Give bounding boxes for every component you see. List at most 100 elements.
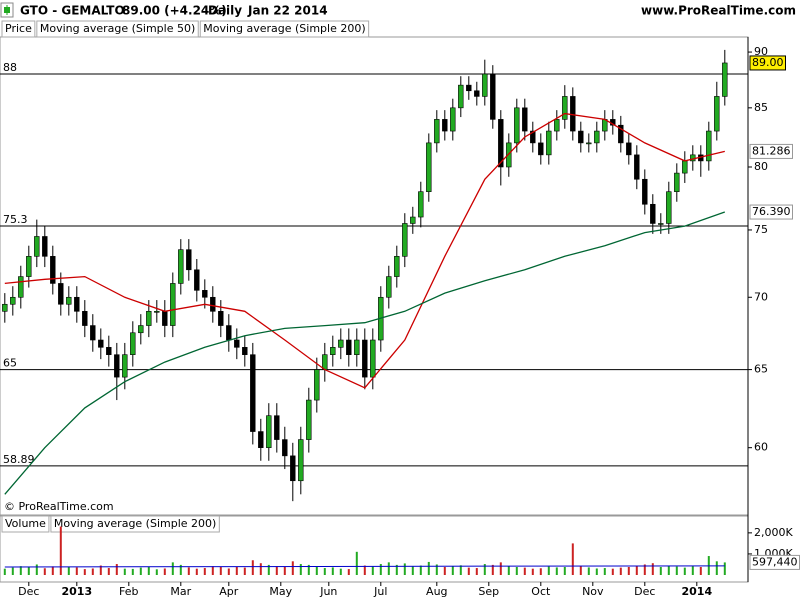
y-tick-label: 85 xyxy=(754,101,768,114)
ma-last: 76.390 xyxy=(752,205,791,218)
candle-body xyxy=(130,332,136,355)
period: Daily xyxy=(208,4,242,18)
candle-body xyxy=(346,339,352,355)
candle-body xyxy=(458,84,464,109)
candle-body xyxy=(338,339,344,348)
candle-body xyxy=(570,96,576,132)
x-tick-label: May xyxy=(269,585,292,598)
candle-body xyxy=(170,283,176,326)
candle-body xyxy=(474,90,480,97)
x-tick-label: Mar xyxy=(170,585,191,598)
legend-entry: Volume xyxy=(5,517,46,530)
candle-body xyxy=(106,347,112,355)
candle-body xyxy=(162,311,168,326)
candle-body xyxy=(410,216,416,224)
candle-body xyxy=(522,107,528,132)
candle-body xyxy=(314,369,320,401)
y-tick-label: 75 xyxy=(754,223,768,236)
candle-body xyxy=(554,119,560,132)
volume-last: 597,440 xyxy=(752,555,798,568)
candle-body xyxy=(298,439,304,482)
candle-body xyxy=(434,119,440,144)
candle-body xyxy=(146,311,152,326)
candle-body xyxy=(634,154,640,180)
symbol: GTO - GEMALTO xyxy=(20,4,125,18)
candle-body xyxy=(258,431,264,448)
level-label: 75.3 xyxy=(3,213,28,226)
candle-body xyxy=(290,455,296,482)
date: Jan 22 2014 xyxy=(247,4,328,18)
y-tick-label: 70 xyxy=(754,290,768,303)
candle-body xyxy=(282,439,288,457)
candle-body xyxy=(618,124,624,144)
candle-body xyxy=(498,119,504,168)
candle-body xyxy=(626,142,632,156)
moving-average xyxy=(4,112,725,389)
candle-body xyxy=(274,415,280,440)
candle-body xyxy=(354,339,360,355)
y-tick-label: 80 xyxy=(754,160,768,173)
candle-body xyxy=(90,325,96,341)
legend-box xyxy=(50,515,220,533)
candle-body xyxy=(2,303,8,312)
legend-entry: Price xyxy=(5,22,32,35)
candle-body xyxy=(178,249,184,284)
candle-body xyxy=(74,296,80,312)
candle-body xyxy=(482,73,488,97)
legend-entry: Moving average (Simple 50) xyxy=(40,22,195,35)
candle-body xyxy=(10,296,16,305)
x-tick-label: Feb xyxy=(119,585,138,598)
candle-body xyxy=(42,236,48,257)
legend-box xyxy=(1,20,36,38)
site: www.ProRealTime.com xyxy=(641,4,796,18)
watermark: © ProRealTime.com xyxy=(4,500,114,513)
candle-body xyxy=(210,296,216,312)
last-price: 89.00 xyxy=(752,56,784,69)
ma-last-box xyxy=(749,204,793,220)
last-price-box xyxy=(749,55,786,71)
x-tick-label: 2014 xyxy=(681,585,712,598)
candle-body xyxy=(442,119,448,132)
candle-body xyxy=(234,339,240,348)
legend-box xyxy=(199,20,370,38)
x-tick-label: Nov xyxy=(582,585,604,598)
candle-body xyxy=(218,311,224,326)
x-tick-label: Apr xyxy=(219,585,239,598)
candle-body xyxy=(514,107,520,144)
candle-body xyxy=(242,347,248,355)
candle-body xyxy=(578,130,584,144)
legend-entry: Moving average (Simple 200) xyxy=(203,22,365,35)
candle-body xyxy=(394,256,400,277)
candle-body xyxy=(306,399,312,440)
candle-body xyxy=(362,339,368,378)
candle-body xyxy=(18,276,24,298)
y-tick-label: 65 xyxy=(754,363,768,376)
candle-body xyxy=(66,296,72,305)
volume-tick-label: 2,000K xyxy=(754,526,793,539)
y-tick-label: 90 xyxy=(754,45,768,58)
candle-body xyxy=(114,354,120,378)
ma-last-box xyxy=(749,143,793,159)
candle-body xyxy=(122,354,128,378)
x-tick-label: 2013 xyxy=(61,585,92,598)
legend-box xyxy=(36,20,199,38)
candle-body xyxy=(450,107,456,132)
candle-body xyxy=(154,311,160,313)
candle-body xyxy=(202,290,208,298)
x-tick-label: Jun xyxy=(319,585,337,598)
legend-entry: Moving average (Simple 200) xyxy=(54,517,216,530)
candle-body xyxy=(26,256,32,277)
y-tick-label: 60 xyxy=(754,441,768,454)
level-label: 88 xyxy=(3,61,17,74)
candle-body xyxy=(58,283,64,305)
x-tick-label: Jul xyxy=(373,585,387,598)
candle-body xyxy=(530,130,536,144)
candle-body xyxy=(642,178,648,205)
candle-body xyxy=(370,339,376,378)
candle-body xyxy=(546,130,552,156)
candle-body xyxy=(490,73,496,120)
candle-body xyxy=(250,354,256,432)
candle-body xyxy=(506,142,512,168)
level-label: 58.89 xyxy=(3,453,35,466)
candle-body xyxy=(82,311,88,326)
